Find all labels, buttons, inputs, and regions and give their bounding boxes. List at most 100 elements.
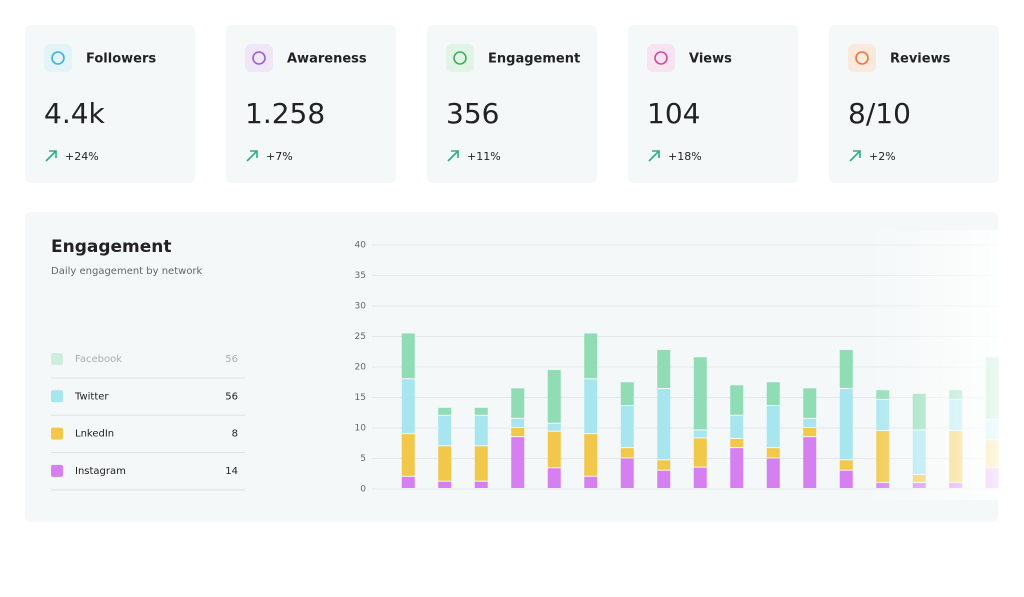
fade-overlay <box>860 230 1000 500</box>
bar-segment <box>438 407 452 415</box>
card-value: 8/10 <box>848 97 911 130</box>
bar-segment <box>657 388 671 460</box>
bar-segment <box>839 388 853 460</box>
card-value: 1.258 <box>245 97 325 130</box>
card-icon-bg <box>245 44 273 72</box>
bar-segment <box>803 428 817 437</box>
trend-arrow <box>246 150 258 162</box>
card-icon <box>453 51 467 65</box>
bar-segment <box>547 431 561 468</box>
bar-segment <box>620 458 634 488</box>
y-tick-label: 30 <box>355 302 367 312</box>
bar-segment <box>839 470 853 488</box>
bar-segment <box>766 406 780 448</box>
legend-name: Facebook <box>75 354 122 365</box>
card-icon <box>654 51 668 65</box>
legend-name: LnkedIn <box>75 429 114 440</box>
bar-segment <box>657 349 671 388</box>
bar-segment <box>438 481 452 488</box>
legend-item: Instagram 14 <box>51 464 238 477</box>
bar-segment <box>730 415 744 438</box>
bar-segment <box>803 388 817 418</box>
card-value: 356 <box>446 97 499 130</box>
bar-segment <box>766 458 780 488</box>
card-icon-bg <box>848 44 876 72</box>
card-change: +18% <box>668 150 702 163</box>
legend-name: Twitter <box>74 391 109 402</box>
y-tick-label: 15 <box>355 393 366 403</box>
bar-segment <box>511 437 525 488</box>
card-icon <box>252 51 266 65</box>
legend-total: 8 <box>232 429 238 440</box>
y-tick-label: 0 <box>360 485 366 495</box>
bar-segment <box>803 418 817 427</box>
bar-segment <box>657 470 671 488</box>
bar-segment <box>584 379 598 434</box>
card-icon-bg <box>44 44 72 72</box>
trend-arrow <box>648 150 660 162</box>
bar-segment <box>474 407 488 415</box>
chart-subtitle: Daily engagement by network <box>51 266 203 277</box>
bar-segment <box>438 415 452 446</box>
card-change: +7% <box>266 150 293 163</box>
bar-segment <box>766 448 780 458</box>
legend-swatch <box>51 353 63 365</box>
legend-item: Facebook 56 <box>51 353 238 365</box>
trend-arrow <box>447 150 459 162</box>
bar-segment <box>511 418 525 427</box>
card-value: 4.4k <box>44 97 106 130</box>
card-icon-bg <box>647 44 675 72</box>
bar-segment <box>401 434 415 476</box>
bar-segment <box>438 446 452 481</box>
trend-arrow <box>849 150 861 162</box>
card-name: Reviews <box>890 52 951 67</box>
card-change: +11% <box>467 150 501 163</box>
card-icon <box>855 51 869 65</box>
card-change: +2% <box>869 150 896 163</box>
y-tick-label: 20 <box>355 363 367 373</box>
bar-segment <box>511 428 525 437</box>
bar-segment <box>693 467 707 488</box>
card-value: 104 <box>647 97 700 130</box>
bar-segment <box>547 370 561 423</box>
legend-swatch <box>51 390 63 403</box>
trend-arrow <box>45 150 57 162</box>
bar-segment <box>803 437 817 488</box>
bar-segment <box>511 388 525 418</box>
bar-segment <box>693 430 707 438</box>
bar-segment <box>584 333 598 379</box>
bar-segment <box>839 460 853 470</box>
y-tick-label: 10 <box>355 424 367 434</box>
y-tick-label: 40 <box>355 241 367 251</box>
card-change: +24% <box>65 150 99 163</box>
card-name: Followers <box>86 52 156 67</box>
bar-segment <box>584 434 598 476</box>
y-tick-label: 35 <box>355 271 366 281</box>
bar-segment <box>693 357 707 430</box>
card-icon <box>51 51 65 65</box>
bar-segment <box>401 476 415 488</box>
legend-name: Instagram <box>75 466 126 477</box>
legend-swatch <box>51 427 63 440</box>
bar-segment <box>766 382 780 406</box>
bar-segment <box>730 438 744 448</box>
y-tick-label: 5 <box>360 454 366 464</box>
bar-segment <box>401 333 415 379</box>
bar-segment <box>474 446 488 481</box>
card-name: Awareness <box>287 52 367 67</box>
card-name: Engagement <box>488 52 580 67</box>
legend-total: 14 <box>225 466 238 477</box>
y-tick-label: 25 <box>355 332 366 342</box>
bar-segment <box>620 406 634 448</box>
legend-total: 56 <box>225 391 238 402</box>
legend-swatch <box>51 464 63 477</box>
card-icon-bg <box>446 44 474 72</box>
bar-segment <box>547 423 561 431</box>
bar-segment <box>657 460 671 470</box>
bar-segment <box>839 349 853 388</box>
legend-item: LnkedIn 8 <box>51 427 238 440</box>
bar-segment <box>730 385 744 415</box>
bar-segment <box>584 476 598 488</box>
